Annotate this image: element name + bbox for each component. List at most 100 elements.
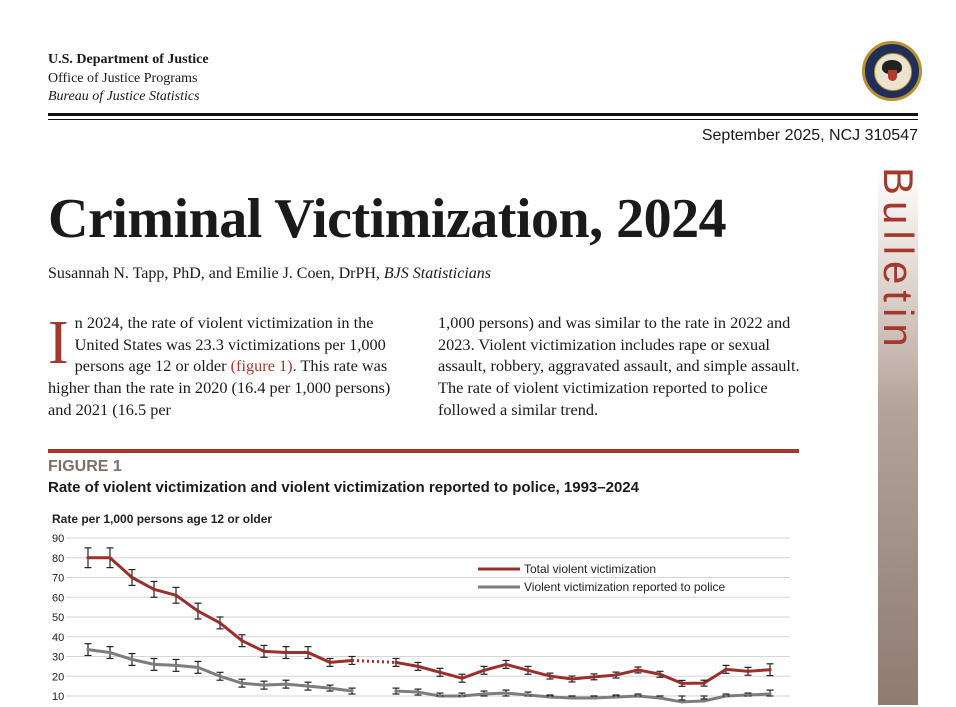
y-tick-label: 40 (52, 632, 64, 644)
data-point (218, 674, 222, 678)
data-point (394, 660, 398, 665)
data-point (482, 668, 486, 672)
error-bar (678, 695, 686, 701)
series-line (88, 556, 353, 664)
data-point (768, 692, 772, 696)
data-point (526, 668, 530, 672)
figure-1-link[interactable]: (figure 1) (230, 356, 293, 376)
data-point (570, 677, 574, 681)
y-tick-label: 60 (52, 592, 64, 604)
data-point (130, 657, 134, 662)
header-rule-thick (48, 113, 918, 116)
y-tick-label: 90 (52, 533, 64, 545)
data-point (284, 650, 288, 655)
data-point (746, 693, 750, 697)
data-point (548, 695, 552, 699)
data-point (570, 696, 574, 700)
agency-block: U.S. Department of Justice Office of Jus… (48, 51, 209, 107)
intro-paragraph-col2: 1,000 persons) and was similar to the ra… (438, 313, 800, 419)
data-point (768, 668, 772, 672)
bulletin-sidebar: Bulletin (875, 165, 922, 705)
data-point (284, 682, 288, 686)
data-point (152, 587, 156, 591)
report-date-number: September 2025, NCJ 310547 (701, 127, 918, 144)
y-tick-label: 80 (52, 553, 64, 565)
data-point (724, 667, 728, 671)
data-point (460, 676, 464, 680)
doj-seal-icon (862, 41, 922, 101)
data-point (196, 609, 200, 613)
chart-y-axis-label: Rate per 1,000 persons age 12 or older (52, 512, 272, 526)
data-point (306, 684, 310, 688)
report-title: Criminal Victimization, 2024 (48, 188, 727, 250)
data-point (262, 649, 266, 653)
data-point (196, 665, 200, 669)
data-point (130, 575, 134, 580)
figure-title: Rate of violent victimization and violen… (48, 479, 639, 496)
data-point (702, 681, 706, 685)
data-point (548, 674, 552, 678)
y-tick-label: 70 (52, 573, 64, 585)
data-point (438, 670, 442, 674)
data-point (680, 681, 684, 685)
intro-text-2: . This rate was higher than the rate in … (48, 356, 391, 419)
y-tick-label: 20 (52, 671, 64, 683)
data-point (306, 650, 310, 655)
data-point (460, 694, 464, 698)
data-point (218, 621, 222, 625)
data-point (636, 694, 640, 698)
data-point (240, 681, 244, 685)
figure-label: FIGURE 1 (48, 458, 122, 475)
data-point (174, 663, 178, 667)
y-tick-label: 30 (52, 652, 64, 664)
agency-department: U.S. Department of Justice (48, 52, 209, 67)
drop-cap: I (48, 309, 69, 377)
data-point (724, 694, 728, 698)
data-point (240, 639, 244, 643)
data-point (328, 660, 332, 665)
intro-text-1: n 2024, the rate of violent victimizatio… (74, 313, 386, 376)
data-point (614, 695, 618, 699)
legend-label: Total violent victimization (524, 562, 656, 576)
data-point (680, 700, 684, 704)
data-point (262, 683, 266, 687)
data-point (504, 691, 508, 695)
data-point (504, 662, 508, 667)
data-point (86, 556, 90, 560)
data-point (152, 662, 156, 667)
agency-office: Office of Justice Programs (48, 70, 198, 86)
data-point (658, 672, 662, 676)
data-point (702, 699, 706, 703)
header-rule-thin (48, 119, 918, 120)
data-point (658, 696, 662, 700)
data-point (636, 668, 640, 672)
data-point (86, 647, 90, 652)
data-point (526, 693, 530, 697)
y-tick-label: 50 (52, 612, 64, 624)
data-point (614, 673, 618, 677)
data-point (438, 694, 442, 698)
authors-line: Susannah N. Tapp, PhD, and Emilie J. Coe… (48, 265, 491, 283)
data-point (416, 664, 420, 668)
data-point (108, 556, 112, 560)
series-line (395, 660, 771, 685)
y-tick-label: 10 (52, 691, 64, 703)
error-bar (700, 695, 708, 700)
data-point (746, 669, 750, 673)
series-line (395, 689, 771, 704)
data-point (592, 696, 596, 700)
data-point (350, 689, 354, 693)
data-point (592, 675, 596, 679)
data-point (416, 690, 420, 694)
data-point (482, 692, 486, 696)
authors-role: BJS Statisticians (383, 265, 492, 282)
data-point (394, 689, 398, 693)
data-point (328, 686, 332, 690)
series-gap-dotted (351, 658, 397, 664)
data-point (174, 593, 178, 597)
data-point (108, 650, 112, 655)
figure-rule (48, 449, 799, 453)
agency-bureau: Bureau of Justice Statistics (48, 89, 200, 104)
